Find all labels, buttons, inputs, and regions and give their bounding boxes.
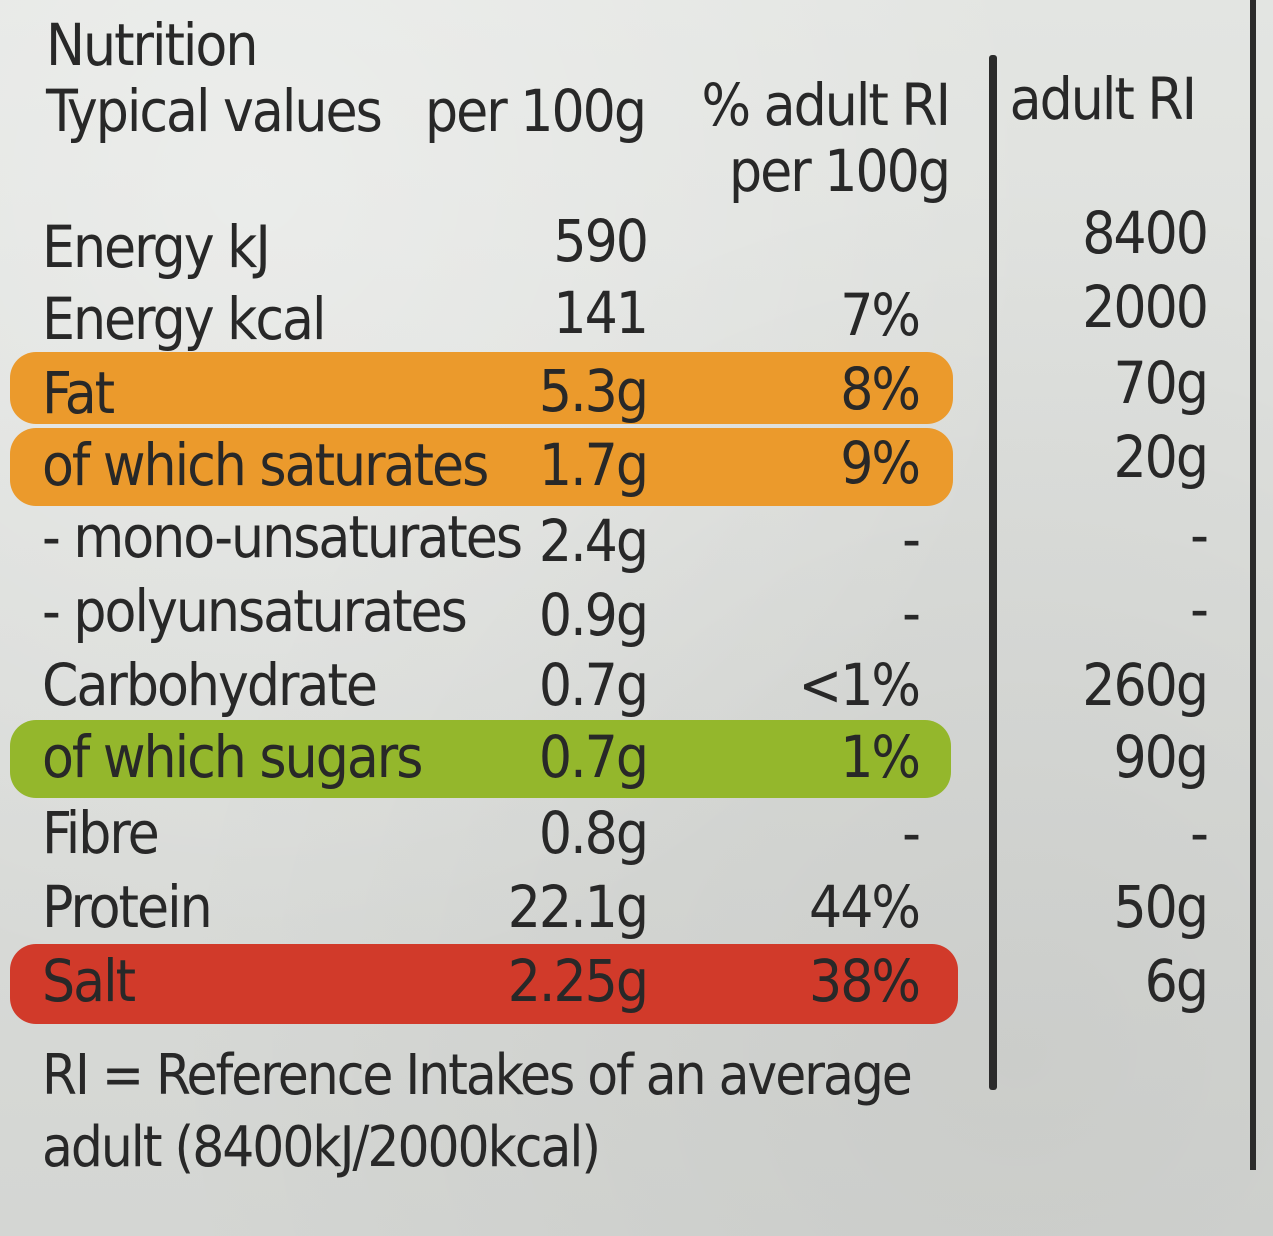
row-per100g: 2.25g <box>507 947 649 1015</box>
row-pct-ri: - <box>902 799 921 867</box>
row-per100g: 0.9g <box>538 581 649 649</box>
row-per100g: 1.7g <box>538 431 649 499</box>
row-pct-ri: <1% <box>798 651 921 719</box>
sugars-green-band <box>10 720 951 798</box>
row-adult-ri: 260g <box>1082 651 1209 719</box>
row-name: Energy kcal <box>42 285 327 353</box>
row-name: Fat <box>42 359 115 427</box>
row-name: Carbohydrate <box>42 651 378 719</box>
row-name: of which saturates <box>42 431 489 499</box>
row-per100g: 590 <box>553 207 649 275</box>
row-name: of which sugars <box>42 723 423 791</box>
row-per100g: 141 <box>553 279 649 347</box>
row-name: Salt <box>42 947 136 1015</box>
row-pct-ri: - <box>902 579 921 647</box>
row-adult-ri: 50g <box>1113 873 1209 941</box>
row-adult-ri: 20g <box>1113 423 1209 491</box>
row-adult-ri: 6g <box>1144 947 1209 1015</box>
row-per100g: 2.4g <box>538 507 649 575</box>
footnote-line1: RI = Reference Intakes of an average <box>42 1043 913 1108</box>
row-pct-ri: - <box>902 505 921 573</box>
row-name: Protein <box>42 873 213 941</box>
footnote-line2: adult (8400kJ/2000kcal) <box>42 1115 601 1180</box>
row-pct-ri: 7% <box>840 281 921 349</box>
row-adult-ri: 2000 <box>1082 273 1209 341</box>
row-per100g: 0.7g <box>538 651 649 719</box>
row-pct-ri: 44% <box>809 873 921 941</box>
row-pct-ri: 8% <box>840 355 921 423</box>
pct-adult-ri-heading: % adult RI <box>701 71 951 139</box>
row-adult-ri: 90g <box>1113 723 1209 791</box>
row-pct-ri: 9% <box>840 429 921 497</box>
row-pct-ri: 1% <box>840 723 921 791</box>
row-per100g: 22.1g <box>507 873 649 941</box>
row-per100g: 0.8g <box>538 799 649 867</box>
pct-adult-ri-heading-line2: per 100g <box>729 137 951 205</box>
row-name: Fibre <box>42 799 160 867</box>
per-100g-heading: per 100g <box>425 77 647 145</box>
label-edge-line <box>1250 0 1256 1170</box>
adult-ri-heading: adult RI <box>1009 65 1197 133</box>
saturates-amber-band <box>10 428 953 506</box>
row-per100g: 0.7g <box>538 723 649 791</box>
row-adult-ri: 70g <box>1113 349 1209 417</box>
row-name: Energy kJ <box>42 213 271 281</box>
salt-red-band <box>10 944 958 1024</box>
nutrition-title: Nutrition <box>46 11 258 79</box>
column-divider <box>989 55 997 1090</box>
row-name: - polyunsaturates <box>42 577 468 645</box>
row-adult-ri: - <box>1190 575 1209 643</box>
row-adult-ri: 8400 <box>1082 199 1209 267</box>
row-name: - mono-unsaturates <box>42 503 523 571</box>
typical-values-heading: Typical values <box>46 77 383 145</box>
row-per100g: 5.3g <box>538 357 649 425</box>
row-adult-ri: - <box>1190 501 1209 569</box>
row-adult-ri: - <box>1190 799 1209 867</box>
fat-amber-band <box>10 352 953 424</box>
row-pct-ri: 38% <box>809 947 921 1015</box>
